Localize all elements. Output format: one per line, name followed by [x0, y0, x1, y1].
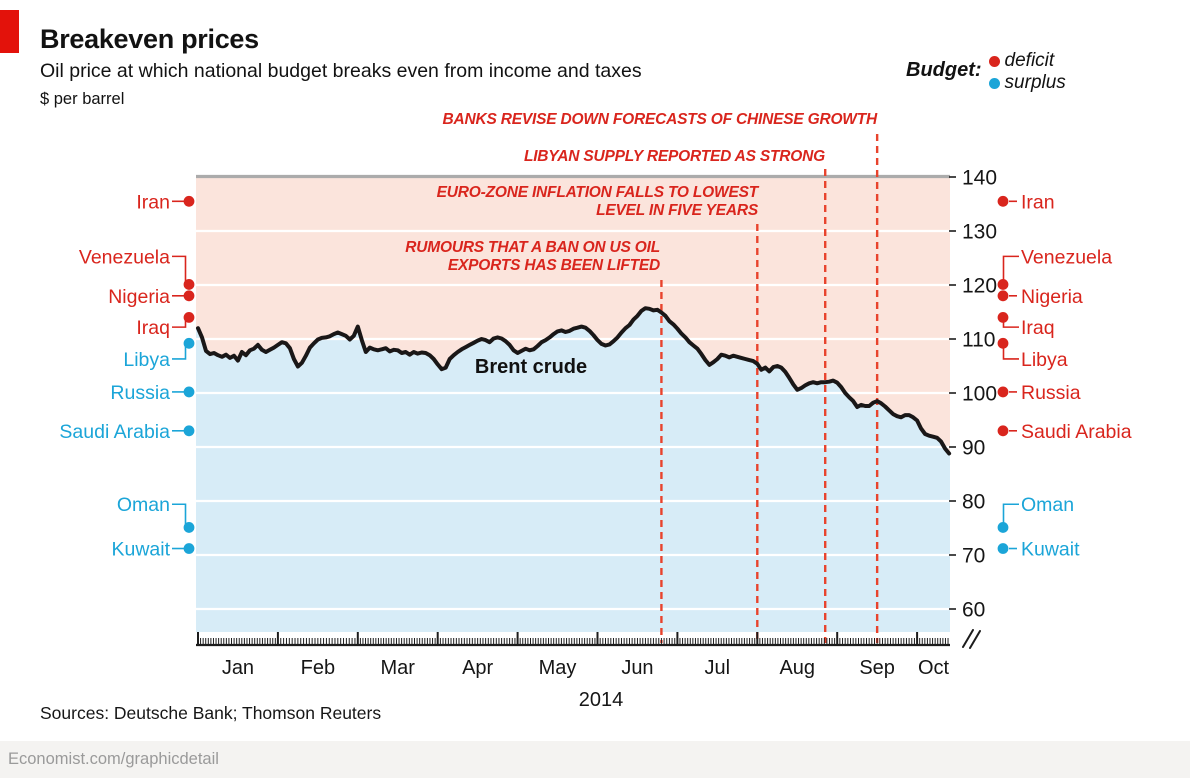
- x-month-label-Jun: Jun: [621, 657, 653, 679]
- connector-iraq: [172, 317, 187, 328]
- connector-venezuela: [172, 255, 187, 285]
- country-label-right-kuwait: Kuwait: [1021, 539, 1080, 561]
- x-month-label-Feb: Feb: [301, 657, 335, 679]
- axis-break-icon: [962, 629, 981, 649]
- country-label-left-venezuela: Venezuela: [79, 246, 170, 268]
- economist-red-tab: [0, 10, 19, 53]
- annotation-line: EXPORTS HAS BEEN LIFTED: [447, 257, 660, 274]
- country-label-left-saudi-arabia: Saudi Arabia: [59, 421, 170, 443]
- page-title: Breakeven prices: [40, 24, 259, 54]
- connector-oman: [172, 503, 187, 528]
- event-annotation-us-export-ban: RUMOURS THAT A BAN ON US OIL EXPORTS HAS…: [405, 239, 660, 275]
- breakeven-dot-left-saudi-arabia: [183, 425, 195, 437]
- breakeven-dot-left-russia: [183, 386, 195, 398]
- x-month-label-Mar: Mar: [381, 657, 416, 679]
- x-month-label-Sep: Sep: [859, 657, 895, 679]
- country-label-right-russia: Russia: [1021, 382, 1081, 404]
- legend-deficit-label: deficit: [1004, 50, 1055, 71]
- breakeven-dot-right-iraq: [997, 312, 1009, 323]
- x-axis-year-label: 2014: [579, 689, 624, 711]
- deficit-dot-icon: [988, 55, 1000, 67]
- annotation-line: LEVEL IN FIVE YEARS: [596, 202, 758, 219]
- surplus-dot-icon: [988, 77, 1000, 89]
- country-label-left-kuwait: Kuwait: [111, 539, 170, 561]
- legend-item-surplus: surplus: [988, 72, 1066, 94]
- breakeven-dot-right-oman: [997, 522, 1009, 533]
- breakeven-dot-right-venezuela: [997, 279, 1009, 290]
- y-tick-label-90: 90: [962, 437, 985, 460]
- y-tick-label-80: 80: [962, 491, 985, 514]
- budget-legend: Budget: deficit surplus: [906, 50, 1066, 94]
- event-annotation-eurozone-inflation: EURO-ZONE INFLATION FALLS TO LOWEST LEVE…: [436, 184, 759, 220]
- country-label-right-saudi-arabia: Saudi Arabia: [1021, 421, 1132, 443]
- y-tick-label-60: 60: [962, 599, 985, 622]
- country-label-left-iran: Iran: [136, 191, 170, 213]
- breakeven-dot-left-iraq: [183, 312, 195, 323]
- event-annotation-chinese-growth: BANKS REVISE DOWN FORECASTS OF CHINESE G…: [443, 111, 878, 129]
- country-label-left-oman: Oman: [117, 494, 170, 516]
- y-tick-label-110: 110: [962, 329, 995, 352]
- breakeven-dot-right-russia: [997, 386, 1009, 398]
- connector-libya: [172, 343, 187, 360]
- legend-items: deficit surplus: [988, 50, 1066, 94]
- breakeven-dot-left-venezuela: [183, 279, 195, 290]
- y-tick-label-120: 120: [962, 275, 997, 298]
- country-label-right-nigeria: Nigeria: [1021, 286, 1083, 308]
- legend-item-deficit: deficit: [988, 50, 1066, 72]
- country-label-left-libya: Libya: [123, 349, 170, 371]
- y-tick-label-140: 140: [962, 167, 997, 190]
- breakeven-dot-right-kuwait: [997, 543, 1009, 554]
- breakeven-dot-right-iran: [997, 195, 1009, 207]
- brent-crude-label: Brent crude: [475, 356, 587, 378]
- breakeven-dot-right-nigeria: [997, 290, 1009, 302]
- x-month-label-Apr: Apr: [462, 657, 493, 679]
- breakeven-dot-left-nigeria: [183, 290, 195, 302]
- brent-crude-line: [196, 306, 952, 456]
- breakeven-dot-right-libya: [997, 337, 1009, 349]
- x-month-label-Oct: Oct: [918, 657, 950, 679]
- breakeven-dot-left-iran: [183, 195, 195, 207]
- country-label-right-oman: Oman: [1021, 494, 1074, 516]
- connector-oman: [1002, 503, 1019, 528]
- breakeven-dot-left-oman: [183, 522, 195, 533]
- country-label-right-iraq: Iraq: [1021, 317, 1055, 339]
- y-tick-label-70: 70: [962, 545, 985, 568]
- site-credit: Economist.com/graphicdetail: [8, 750, 219, 768]
- country-label-left-nigeria: Nigeria: [108, 286, 170, 308]
- sources-note: Sources: Deutsche Bank; Thomson Reuters: [40, 703, 382, 723]
- legend-title: Budget:: [906, 59, 982, 81]
- x-month-label-Jan: Jan: [222, 657, 254, 679]
- y-axis-unit-label: $ per barrel: [40, 90, 125, 108]
- country-label-right-venezuela: Venezuela: [1021, 246, 1112, 268]
- annotation-line: LIBYAN SUPPLY REPORTED AS STRONG: [523, 148, 825, 165]
- y-tick-label-100: 100: [962, 383, 997, 406]
- x-month-label-Aug: Aug: [779, 657, 815, 679]
- annotation-line: EURO-ZONE INFLATION FALLS TO LOWEST: [436, 184, 759, 201]
- breakeven-dot-left-kuwait: [183, 543, 195, 554]
- breakeven-dot-left-libya: [183, 337, 195, 349]
- page-subtitle: Oil price at which national budget break…: [40, 60, 642, 82]
- connector-venezuela: [1002, 255, 1019, 285]
- event-annotation-libyan-supply: LIBYAN SUPPLY REPORTED AS STRONG: [524, 148, 825, 166]
- country-label-right-iran: Iran: [1021, 191, 1055, 213]
- country-label-left-iraq: Iraq: [136, 317, 170, 339]
- legend-surplus-label: surplus: [1004, 72, 1066, 93]
- annotation-line: RUMOURS THAT A BAN ON US OIL: [405, 239, 660, 256]
- surplus-region-area: [196, 308, 950, 632]
- bottom-strip: [0, 741, 1190, 778]
- x-month-label-May: May: [539, 657, 577, 679]
- y-tick-label-130: 130: [962, 221, 997, 244]
- annotation-line: BANKS REVISE DOWN FORECASTS OF CHINESE G…: [442, 111, 878, 128]
- country-label-right-libya: Libya: [1021, 349, 1068, 371]
- country-label-left-russia: Russia: [110, 382, 170, 404]
- x-month-label-Jul: Jul: [705, 657, 731, 679]
- breakeven-dot-right-saudi-arabia: [997, 425, 1009, 437]
